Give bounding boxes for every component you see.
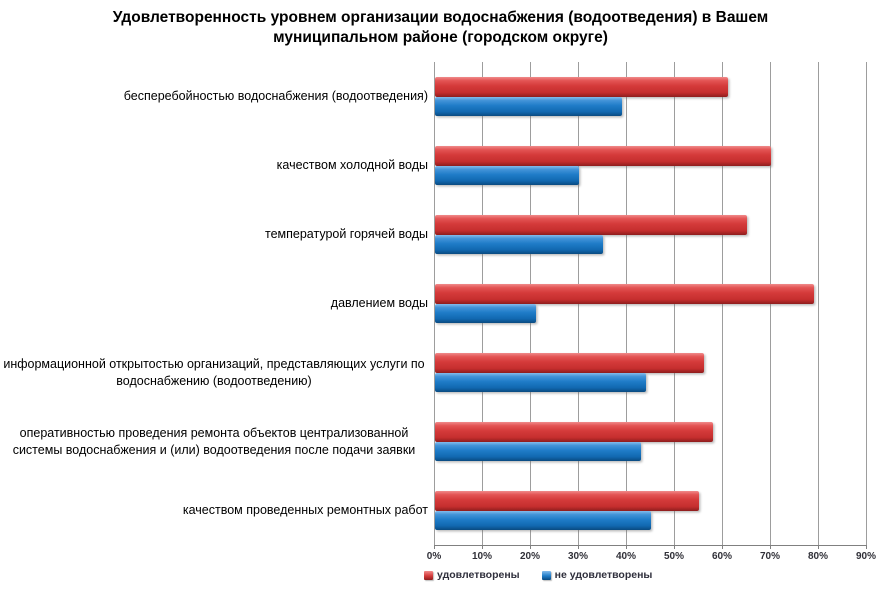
category-label-6: качеством проведенных ремонтных работ	[182, 503, 428, 517]
legend: удовлетворены не удовлетворены	[424, 569, 652, 581]
legend-marker-satisfied	[424, 570, 433, 580]
legend-item-unsatisfied: не удовлетворены	[541, 569, 653, 581]
axis-tick-label-7: 70%	[759, 551, 781, 562]
bar-satisfied-1	[435, 146, 771, 166]
bar-unsatisfied-0	[435, 97, 623, 116]
bar-unsatisfied-3	[435, 304, 536, 323]
axis-tick-label-0: 0%	[426, 551, 442, 562]
axis-tick-0	[434, 545, 435, 549]
category-label-1: качеством холодной воды	[276, 158, 428, 172]
axis-tick-label-2: 20%	[519, 551, 541, 562]
legend-label-satisfied: удовлетворены	[437, 569, 520, 581]
bar-satisfied-6	[435, 491, 699, 511]
bar-satisfied-5	[435, 422, 714, 442]
bar-unsatisfied-6	[435, 511, 651, 530]
bar-unsatisfied-4	[435, 373, 647, 392]
axis-tick-label-9: 90%	[855, 551, 877, 562]
bar-unsatisfied-1	[435, 166, 579, 185]
axis-tick-label-3: 30%	[567, 551, 589, 562]
axis-tick-9	[866, 545, 867, 549]
plot-area	[434, 62, 867, 546]
axis-tick-3	[578, 545, 579, 549]
category-label-4: информационной открытостью организаций, …	[3, 356, 425, 388]
bar-satisfied-2	[435, 215, 747, 235]
bar-satisfied-0	[435, 77, 728, 97]
category-label-3: давлением воды	[330, 296, 428, 310]
axis-tick-4	[626, 545, 627, 549]
axis-tick-1	[482, 545, 483, 549]
legend-item-satisfied: удовлетворены	[424, 569, 520, 581]
axis-tick-8	[818, 545, 819, 549]
legend-label-unsatisfied: не удовлетворены	[554, 569, 653, 581]
axis-tick-label-4: 40%	[615, 551, 637, 562]
axis-tick-6	[722, 545, 723, 549]
chart-title: Удовлетворенность уровнем организации во…	[112, 9, 769, 46]
axis-tick-7	[770, 545, 771, 549]
axis-tick-label-1: 10%	[471, 551, 493, 562]
category-label-0: бесперебойностью водоснабжения (водоотве…	[123, 89, 428, 103]
axis-tick-label-5: 50%	[663, 551, 685, 562]
category-label-5: оперативностью проведения ремонта объект…	[12, 425, 416, 457]
axis-tick-2	[530, 545, 531, 549]
bar-unsatisfied-2	[435, 235, 603, 254]
bar-satisfied-3	[435, 284, 815, 304]
legend-marker-unsatisfied	[541, 570, 551, 580]
axis-tick-label-8: 80%	[807, 551, 829, 562]
bar-unsatisfied-5	[435, 442, 642, 461]
axis-tick-5	[674, 545, 675, 549]
axis-tick-label-6: 60%	[711, 551, 733, 562]
bar-satisfied-4	[435, 353, 704, 373]
category-label-2: температурой горячей воды	[264, 227, 428, 241]
